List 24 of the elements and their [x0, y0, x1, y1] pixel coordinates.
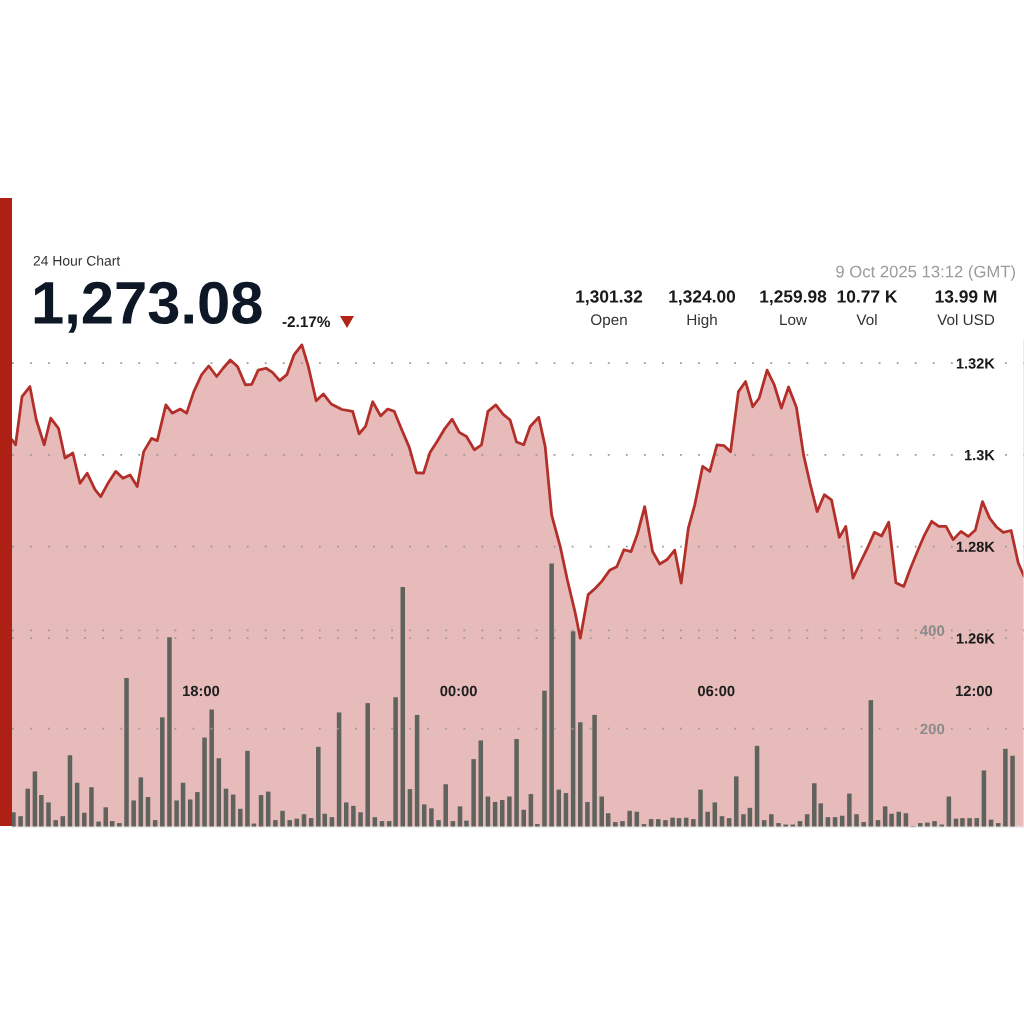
text: 1,324.00	[669, 290, 736, 306]
text: Vol	[856, 313, 877, 326]
y2-tick-label: 400	[920, 625, 945, 636]
x-tick-label: 18:00	[183, 685, 220, 697]
text: 1,259.98	[760, 290, 827, 306]
chart-subtitle: 24 Hour Chart	[33, 255, 121, 266]
x-tick-label: 12:00	[956, 685, 993, 697]
y-tick-label: 1.26K	[956, 633, 995, 644]
text: -2.17%	[282, 316, 330, 328]
x-tick-label: 06:00	[698, 685, 735, 697]
text: 9 Oct 2025 13:12 (GMT)	[836, 265, 1015, 281]
text: 1,301.32	[576, 290, 643, 306]
text: 1,273.08	[34, 281, 262, 333]
text: High	[687, 313, 717, 329]
text: 10.77 K	[837, 290, 898, 303]
text: Vol USD	[937, 313, 995, 326]
text: 13.99 M	[935, 290, 997, 303]
x-tick-label: 00:00	[440, 685, 477, 697]
y2-tick-label: 200	[920, 723, 945, 735]
y-tick-label: 1.32K	[956, 358, 995, 369]
y-tick-label: 1.3K	[964, 449, 995, 461]
y-tick-label: 1.28K	[956, 541, 995, 552]
text: Open	[591, 314, 627, 329]
text: Low	[780, 314, 808, 326]
